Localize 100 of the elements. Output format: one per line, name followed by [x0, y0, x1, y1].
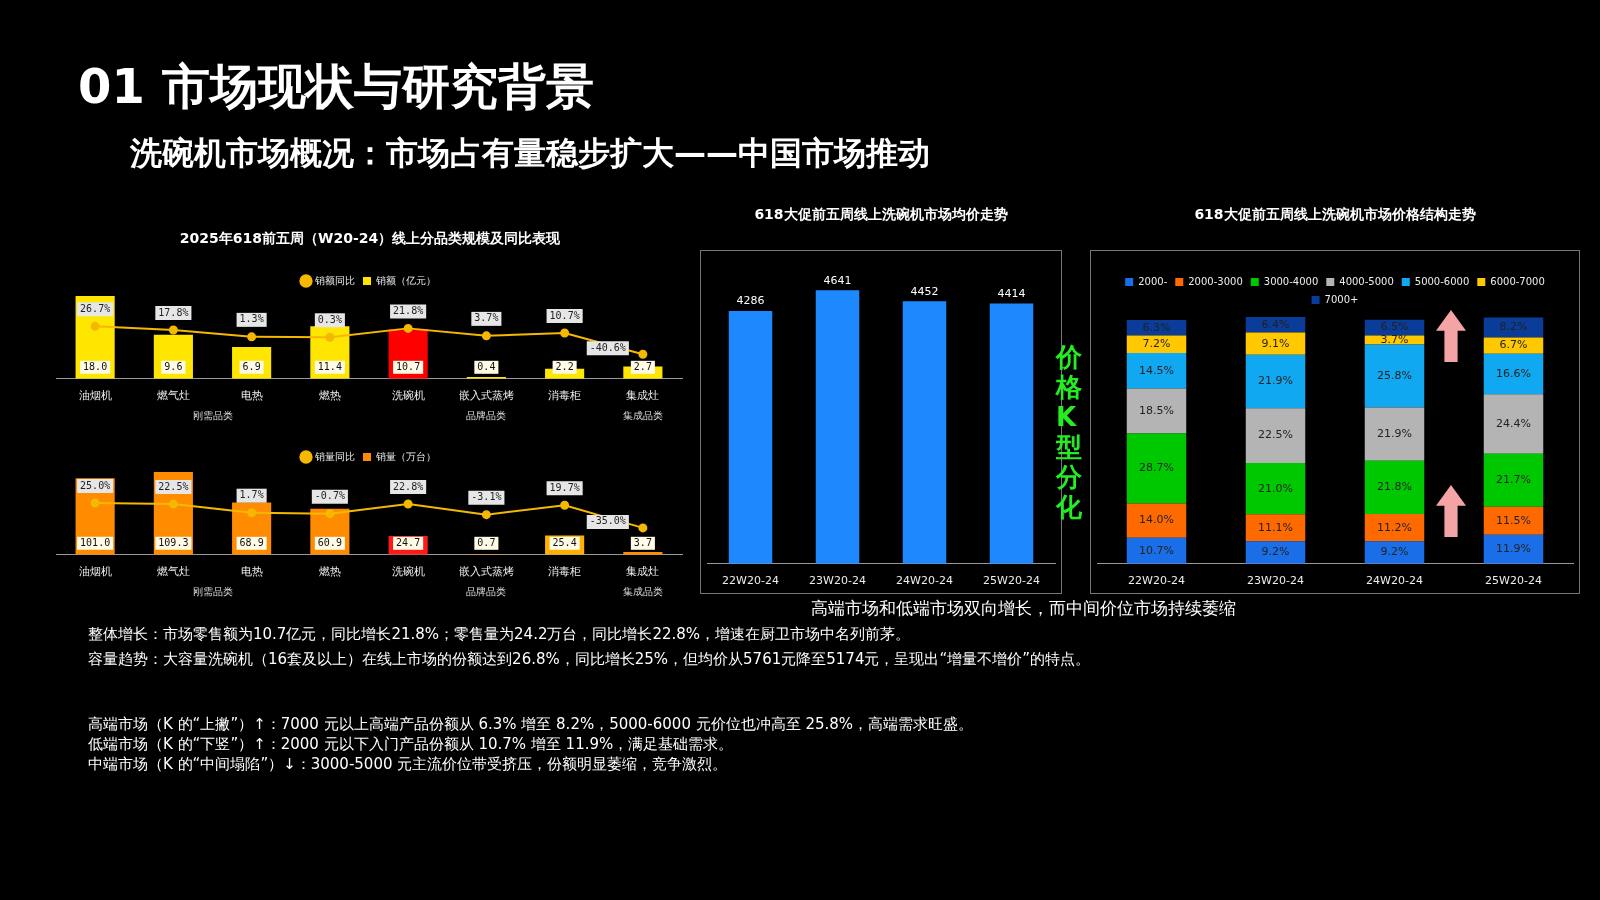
legend-label: 销量（万台）	[375, 450, 436, 462]
data-label: 21.0%	[1258, 481, 1293, 495]
data-label: 18.5%	[1139, 403, 1174, 417]
bar	[1483, 337, 1544, 354]
x-tick-label: 油烟机	[78, 565, 112, 579]
data-label: -35.0%	[589, 515, 626, 527]
data-label: 22.5%	[1258, 428, 1293, 442]
data-label: 19.7%	[549, 481, 580, 493]
bar	[728, 311, 773, 564]
annotation: 价格K型分化	[1056, 342, 1083, 522]
data-label: 1.7%	[239, 489, 264, 501]
point	[247, 332, 257, 342]
legend-label: 7000+	[1324, 293, 1359, 305]
bar	[1126, 388, 1187, 434]
data-label: 11.5%	[1496, 513, 1531, 527]
data-label: 11.1%	[1258, 520, 1293, 534]
bar	[1364, 344, 1425, 408]
data-label: 11.2%	[1377, 520, 1412, 534]
data-label: 0.4	[477, 360, 496, 372]
text: 刚需品类	[192, 410, 233, 422]
x-tick-label: 嵌入式蒸烤	[458, 389, 514, 403]
x-tick-label: 消毒柜	[548, 565, 582, 579]
legend-label: 销量同比	[314, 450, 355, 462]
bar	[1364, 460, 1425, 515]
data-label: 101.0	[80, 536, 111, 548]
data-label: 10.7	[396, 360, 421, 372]
x-tick-label: 消毒柜	[548, 389, 582, 403]
bar	[1126, 433, 1187, 504]
data-label: 68.9	[239, 536, 264, 548]
point	[481, 510, 491, 520]
data-label: 9.2%	[1261, 545, 1290, 559]
data-label: 10.7%	[1139, 543, 1174, 557]
legend-label: 6000-7000	[1490, 275, 1545, 287]
x-tick-label: 25W20-24	[1485, 574, 1542, 588]
data-label: 4414	[997, 286, 1026, 300]
x-tick-label: 燃气灶	[156, 389, 190, 403]
x-tick-label: 22W20-24	[1128, 574, 1185, 588]
bar	[1126, 503, 1187, 538]
text: 整体增长：市场零售额为10.7亿元，同比增长21.8%；零售量为24.2万台，同比增长22.8%，增速在厨卫市场中名列前茅。	[88, 624, 912, 644]
data-label: -3.1%	[471, 491, 502, 503]
data-label: 6.7%	[1499, 338, 1528, 352]
data-label: 21.8%	[393, 304, 424, 316]
x-tick-label: 25W20-24	[983, 574, 1040, 588]
bar	[1483, 394, 1544, 454]
bar	[815, 290, 860, 564]
data-label: 21.9%	[1377, 427, 1412, 441]
data-label: 11.4	[317, 360, 342, 372]
data-label: -40.6%	[589, 341, 626, 353]
bar	[1126, 353, 1187, 389]
x-tick-label: 24W20-24	[896, 574, 953, 588]
x-tick-label: 电热	[240, 389, 263, 403]
data-label: 21.7%	[1496, 473, 1531, 487]
data-label: 9.1%	[1261, 336, 1290, 350]
legend-label: 4000-5000	[1339, 275, 1394, 287]
x-tick-label: 燃热	[318, 565, 341, 579]
legend-label: 2000-3000	[1188, 275, 1243, 287]
data-label: 26.7%	[80, 302, 111, 314]
data-label: 28.7%	[1139, 461, 1174, 475]
point	[325, 332, 335, 342]
bar	[1483, 453, 1544, 507]
x-tick-label: 燃热	[318, 389, 341, 403]
bar	[1126, 335, 1187, 354]
data-label: 22.5%	[158, 480, 189, 492]
text: 集成品类	[622, 586, 663, 598]
data-label: 6.9	[242, 360, 261, 372]
x-tick-label: 24W20-24	[1366, 574, 1423, 588]
point	[247, 508, 257, 518]
data-label: 21.9%	[1258, 374, 1293, 388]
bar	[1483, 506, 1544, 535]
text: 01 市场现状与研究背景	[78, 57, 594, 116]
point	[560, 328, 570, 338]
legend-label: 5000-6000	[1414, 275, 1470, 287]
data-label: 1.3%	[239, 313, 264, 325]
text: 品牌品类	[466, 410, 507, 422]
point	[403, 323, 413, 333]
data-label: 22.8%	[393, 480, 424, 492]
x-tick-label: 22W20-24	[722, 574, 779, 588]
data-label: 3.7%	[1380, 332, 1409, 346]
bar	[1245, 408, 1306, 464]
data-label: 16.6%	[1496, 366, 1531, 380]
x-tick-label: 集成灶	[626, 565, 660, 579]
data-label: 9.6	[164, 360, 183, 372]
chart-title: 2025年618前五周（W20-24）线上分品类规模及同比表现	[178, 229, 562, 248]
point	[90, 321, 100, 331]
point	[638, 523, 648, 533]
data-label: 9.2%	[1380, 545, 1409, 559]
data-label: 60.9	[317, 536, 342, 548]
point	[168, 325, 178, 335]
text: 洗碗机市场概况：市场占有量稳步扩大——中国市场推动	[130, 133, 930, 174]
text: 高端市场和低端市场双向增长，而中间价位市场持续萎缩	[809, 598, 1237, 618]
data-label: 11.9%	[1496, 542, 1531, 556]
text: 低端市场（K 的“下竖”）↑：2000 元以下入门产品份额从 10.7% 增至 11.9%，满足基础需求。	[88, 734, 735, 754]
data-label: 3.7%	[474, 312, 499, 324]
data-label: 7.2%	[1142, 337, 1171, 351]
x-tick-label: 23W20-24	[809, 574, 866, 588]
x-tick-label: 洗碗机	[391, 565, 425, 579]
point	[481, 331, 491, 341]
bar	[989, 303, 1034, 564]
x-tick-label: 23W20-24	[1247, 574, 1304, 588]
point	[403, 499, 413, 509]
